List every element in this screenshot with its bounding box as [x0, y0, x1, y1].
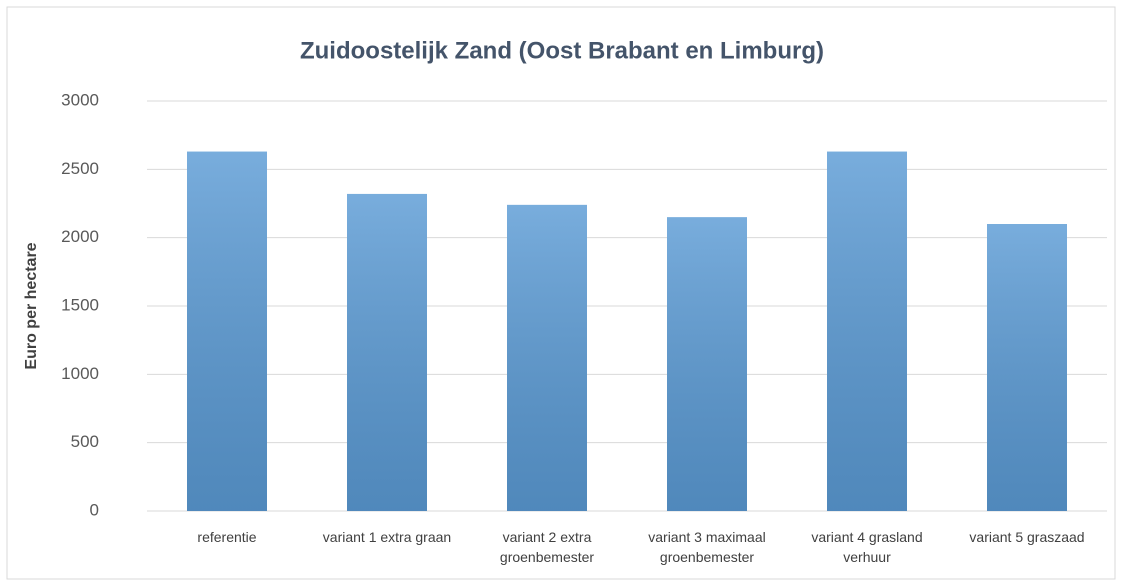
y-tick-label: 0	[90, 500, 99, 519]
y-tick-label: 2000	[61, 227, 99, 246]
bar-shade	[667, 217, 747, 511]
y-tick-label: 1500	[61, 295, 99, 314]
y-axis-label: Euro per hectare	[23, 242, 40, 369]
bar-shade	[187, 151, 267, 512]
y-tick-label: 2500	[61, 159, 99, 178]
x-tick-label: variant 2 extra groenbemester	[499, 529, 595, 565]
bar-shade	[827, 151, 907, 512]
y-tick-label: 3000	[61, 90, 99, 109]
x-tick-label: variant 3 maximaal groenbemester	[648, 529, 766, 565]
bar-shade	[347, 193, 427, 511]
chart-title: Zuidoostelijk Zand (Oost Brabant en Limb…	[300, 37, 824, 64]
x-tick-label: variant 1 extra graan	[322, 529, 452, 545]
x-tick-label: variant 4 grasland verhuur	[811, 529, 923, 565]
x-tick-label: referentie	[197, 529, 257, 545]
x-tick-label: variant 5 graszaad	[969, 529, 1085, 545]
bar-shade	[507, 204, 587, 511]
y-tick-label: 500	[71, 432, 99, 451]
y-tick-label: 1000	[61, 364, 99, 383]
bar-shade	[987, 224, 1067, 511]
